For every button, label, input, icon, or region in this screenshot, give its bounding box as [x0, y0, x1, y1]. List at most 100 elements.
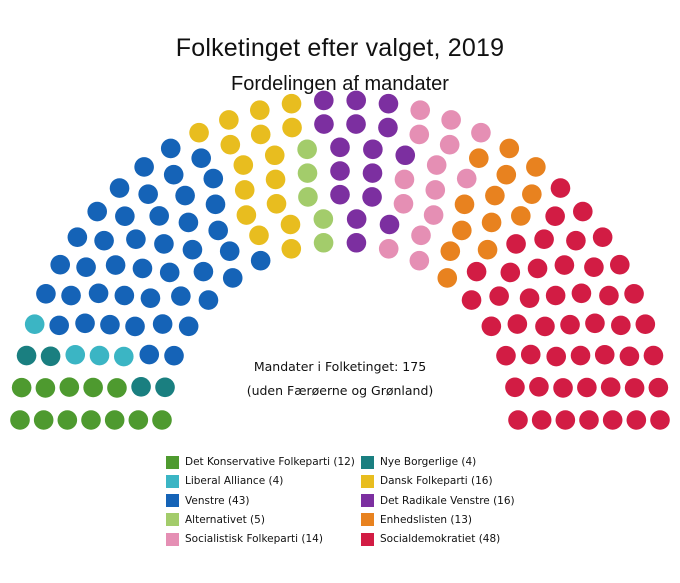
legend-label: Det Konservative Folkeparti (12): [185, 456, 355, 468]
seat-dansk-folkeparti: [282, 117, 302, 138]
seat-socialdemokratiet: [519, 288, 540, 308]
seat-enhedslisten: [452, 220, 472, 241]
seat-venstre: [88, 283, 109, 304]
chart-title: Folketinget efter valget, 2019: [175, 34, 505, 62]
seat-det-konservative-folkeparti: [81, 410, 101, 430]
seat-socialistisk-folkeparti: [409, 250, 430, 271]
seat-enhedslisten: [496, 164, 517, 185]
seat-dansk-folkeparti: [220, 134, 241, 155]
seat-enhedslisten: [440, 241, 461, 261]
seat-nye-borgerlige: [40, 346, 61, 367]
seat-socialdemokratiet: [573, 201, 593, 222]
seat-socialdemokratiet: [570, 345, 591, 366]
seat-det-radikale-venstre: [346, 232, 367, 253]
seat-socialdemokratiet: [592, 227, 613, 247]
legend-swatch: [361, 494, 374, 508]
seat-socialistisk-folkeparti: [471, 122, 491, 143]
seat-venstre: [198, 290, 219, 310]
legend-item-venstre: Venstre (43): [166, 494, 250, 508]
seat-total-note: Mandater i Folketinget: 175: [253, 359, 427, 374]
legend-label: Socialdemokratiet (48): [380, 533, 501, 546]
seat-socialdemokratiet: [648, 377, 669, 398]
seat-det-radikale-venstre: [379, 214, 400, 235]
seat-venstre: [178, 316, 199, 337]
seat-socialdemokratiet: [461, 290, 482, 310]
seat-alternativet: [313, 209, 334, 229]
seat-venstre: [134, 157, 154, 177]
seat-venstre: [222, 268, 243, 288]
seat-socialdemokratiet: [566, 230, 586, 251]
seat-venstre: [191, 148, 211, 168]
seat-socialdemokratiet: [550, 178, 571, 198]
seat-venstre: [205, 194, 226, 215]
seat-venstre: [219, 241, 240, 261]
seat-socialdemokratiet: [571, 283, 592, 304]
seat-socialdemokratiet: [560, 314, 580, 335]
seat-det-konservative-folkeparti: [33, 410, 54, 430]
seat-venstre: [171, 286, 191, 306]
seat-socialdemokratiet: [554, 255, 575, 275]
seat-det-radikale-venstre: [362, 163, 383, 183]
seat-det-radikale-venstre: [330, 137, 350, 158]
seat-det-konservative-folkeparti: [104, 410, 125, 430]
seat-venstre: [67, 227, 88, 247]
seat-socialdemokratiet: [546, 346, 567, 367]
legend-swatch: [361, 455, 374, 469]
seat-det-radikale-venstre: [363, 139, 383, 160]
seat-socialdemokratiet: [602, 410, 623, 430]
seat-socialdemokratiet: [624, 284, 644, 304]
seat-socialdemokratiet: [507, 314, 528, 334]
seat-dansk-folkeparti: [280, 214, 301, 235]
seat-det-radikale-venstre: [314, 114, 334, 134]
seat-det-radikale-venstre: [313, 90, 334, 111]
legend-swatch: [166, 532, 179, 546]
legend-label: Det Radikale Venstre (16): [380, 494, 515, 507]
seat-venstre: [115, 206, 135, 227]
seat-det-radikale-venstre: [330, 184, 350, 205]
seat-det-konservative-folkeparti: [11, 377, 32, 398]
legend-swatch: [166, 455, 179, 469]
chart-subtitle: Fordelingen af mandater: [231, 73, 449, 95]
legend-item-socialistisk-folkeparti: Socialistisk Folkeparti (14): [166, 532, 323, 546]
seat-socialistisk-folkeparti: [411, 225, 431, 246]
legend-swatch: [361, 474, 374, 488]
legend-item-alternativet: Alternativet (5): [166, 513, 265, 527]
legend-label: Liberal Alliance (4): [185, 475, 284, 488]
seat-enhedslisten: [511, 206, 531, 226]
seat-socialistisk-folkeparti: [394, 169, 415, 190]
seat-socialdemokratiet: [505, 377, 525, 398]
seat-venstre: [87, 201, 107, 222]
seat-venstre: [94, 230, 114, 251]
seat-socialdemokratiet: [545, 206, 565, 227]
seat-socialdemokratiet: [650, 410, 670, 430]
seat-socialistisk-folkeparti: [425, 180, 446, 200]
seat-venstre: [193, 261, 214, 282]
seat-venstre: [159, 262, 180, 283]
seat-enhedslisten: [469, 148, 489, 168]
seat-enhedslisten: [499, 138, 520, 159]
seat-alternativet: [298, 187, 318, 207]
seat-det-radikale-venstre: [395, 145, 416, 166]
seat-venstre: [49, 315, 69, 336]
seat-venstre: [160, 138, 181, 159]
seat-socialdemokratiet: [624, 378, 645, 398]
legend-item-liberal-alliance: Liberal Alliance (4): [166, 474, 283, 488]
seat-det-radikale-venstre: [346, 90, 367, 111]
seat-venstre: [36, 284, 56, 304]
seat-venstre: [61, 285, 81, 306]
legend-label: Nye Borgerlige (4): [380, 456, 477, 468]
seat-det-konservative-folkeparti: [59, 377, 80, 397]
seat-dansk-folkeparti: [281, 239, 302, 259]
seat-det-radikale-venstre: [346, 209, 367, 229]
seat-det-radikale-venstre: [362, 187, 382, 207]
legend-item-det-konservative-folkeparti: Det Konservative Folkeparti (12): [166, 455, 355, 469]
seat-venstre: [203, 168, 224, 189]
seat-dansk-folkeparti: [189, 122, 209, 143]
seat-det-konservative-folkeparti: [107, 378, 127, 398]
seat-venstre: [140, 288, 161, 308]
seat-det-radikale-venstre: [330, 161, 350, 181]
seat-liberal-alliance: [113, 346, 134, 367]
seat-det-radikale-venstre: [346, 114, 366, 134]
seat-socialdemokratiet: [626, 410, 647, 430]
seat-venstre: [175, 185, 195, 206]
